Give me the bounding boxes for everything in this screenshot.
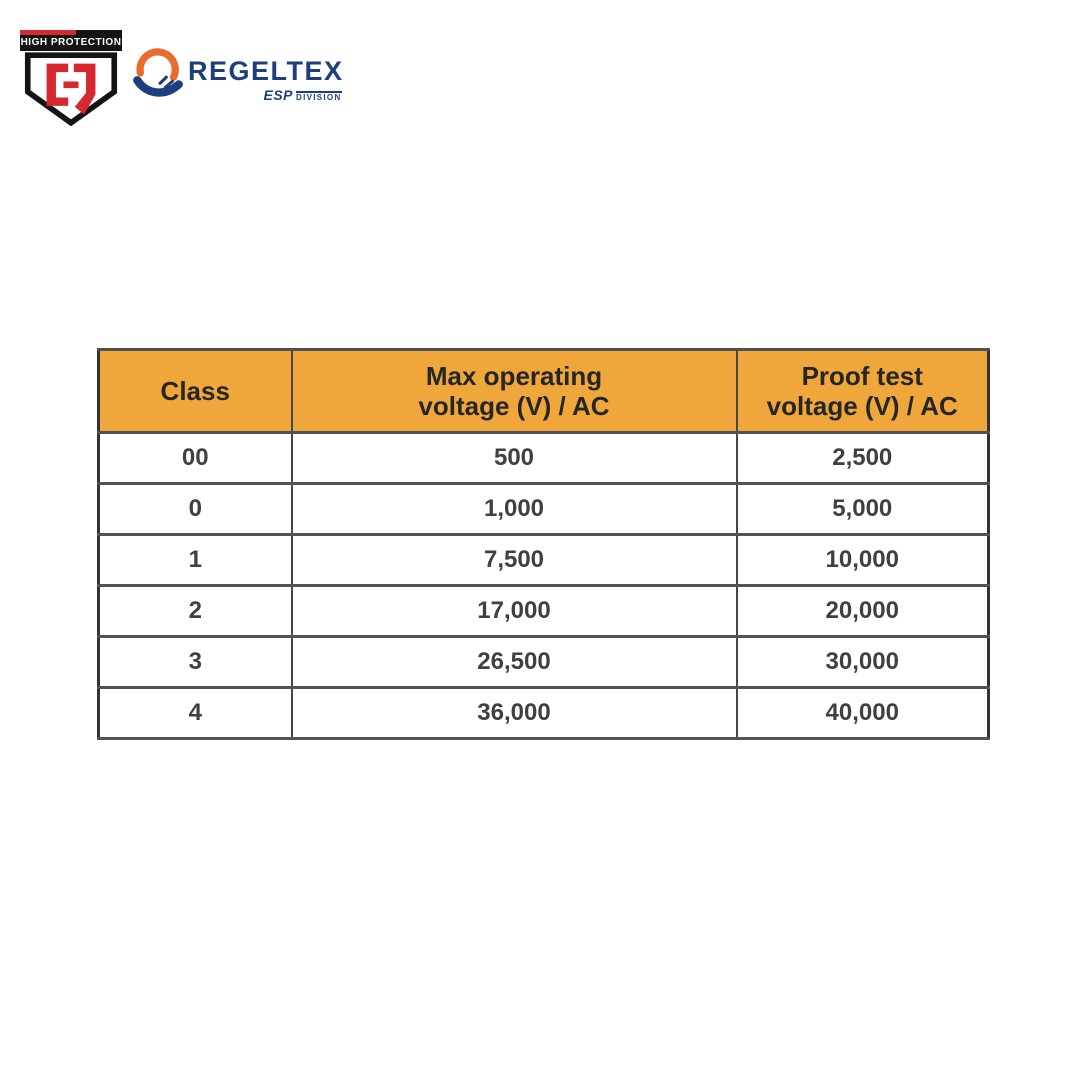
table-row: 4 36,000 40,000 [97, 686, 990, 740]
topbar-red-segment [20, 30, 77, 35]
cell-class: 0 [97, 482, 293, 536]
header-line: voltage (V) / AC [418, 391, 610, 421]
cell-class: 00 [97, 431, 293, 485]
cell-proof-voltage: 10,000 [735, 533, 990, 587]
cell-proof-voltage: 30,000 [735, 635, 990, 689]
cell-class: 4 [97, 686, 293, 740]
voltage-class-table: Class Max operating voltage (V) / AC Pro… [97, 348, 990, 740]
topbar-black-segment [76, 30, 122, 35]
header-line: voltage (V) / AC [766, 391, 958, 421]
cell-max-voltage: 26,500 [290, 635, 738, 689]
cell-proof-voltage: 2,500 [735, 431, 990, 485]
division-label: DIVISION [296, 91, 342, 102]
high-protection-banner: HIGH PROTECTION [20, 35, 122, 51]
header-line: Max operating [425, 361, 603, 391]
cell-max-voltage: 1,000 [290, 482, 738, 536]
shield-icon [24, 52, 118, 126]
table-row: 2 17,000 20,000 [97, 584, 990, 638]
col-header-max-operating-voltage: Max operating voltage (V) / AC [290, 348, 738, 434]
cell-proof-voltage: 5,000 [735, 482, 990, 536]
regeltex-text-block: REGELTEX ESP DIVISION [188, 44, 344, 103]
cell-proof-voltage: 40,000 [735, 686, 990, 740]
col-header-proof-test-voltage: Proof test voltage (V) / AC [735, 348, 990, 434]
cell-proof-voltage: 20,000 [735, 584, 990, 638]
high-protection-topbar [20, 30, 122, 35]
cell-class: 1 [97, 533, 293, 587]
regeltex-logo: REGELTEX ESP DIVISION [133, 44, 344, 102]
table-row: 0 1,000 5,000 [97, 482, 990, 536]
cell-max-voltage: 500 [290, 431, 738, 485]
cell-class: 3 [97, 635, 293, 689]
col-header-class: Class [97, 348, 293, 434]
header-line: Proof test [801, 361, 923, 391]
regeltex-swoosh-icon [133, 48, 183, 97]
header-line: Class [160, 376, 230, 406]
table-row: 3 26,500 30,000 [97, 635, 990, 689]
cell-max-voltage: 17,000 [290, 584, 738, 638]
cell-max-voltage: 7,500 [290, 533, 738, 587]
regeltex-division-row: ESP DIVISION [188, 88, 344, 102]
regeltex-wordmark: REGELTEX [188, 56, 344, 86]
table-row: 1 7,500 10,000 [97, 533, 990, 587]
esp-label: ESP [263, 87, 293, 103]
cell-max-voltage: 36,000 [290, 686, 738, 740]
table-header-row: Class Max operating voltage (V) / AC Pro… [97, 348, 990, 434]
high-protection-logo: HIGH PROTECTION [20, 30, 122, 126]
table-row: 00 500 2,500 [97, 431, 990, 485]
cell-class: 2 [97, 584, 293, 638]
